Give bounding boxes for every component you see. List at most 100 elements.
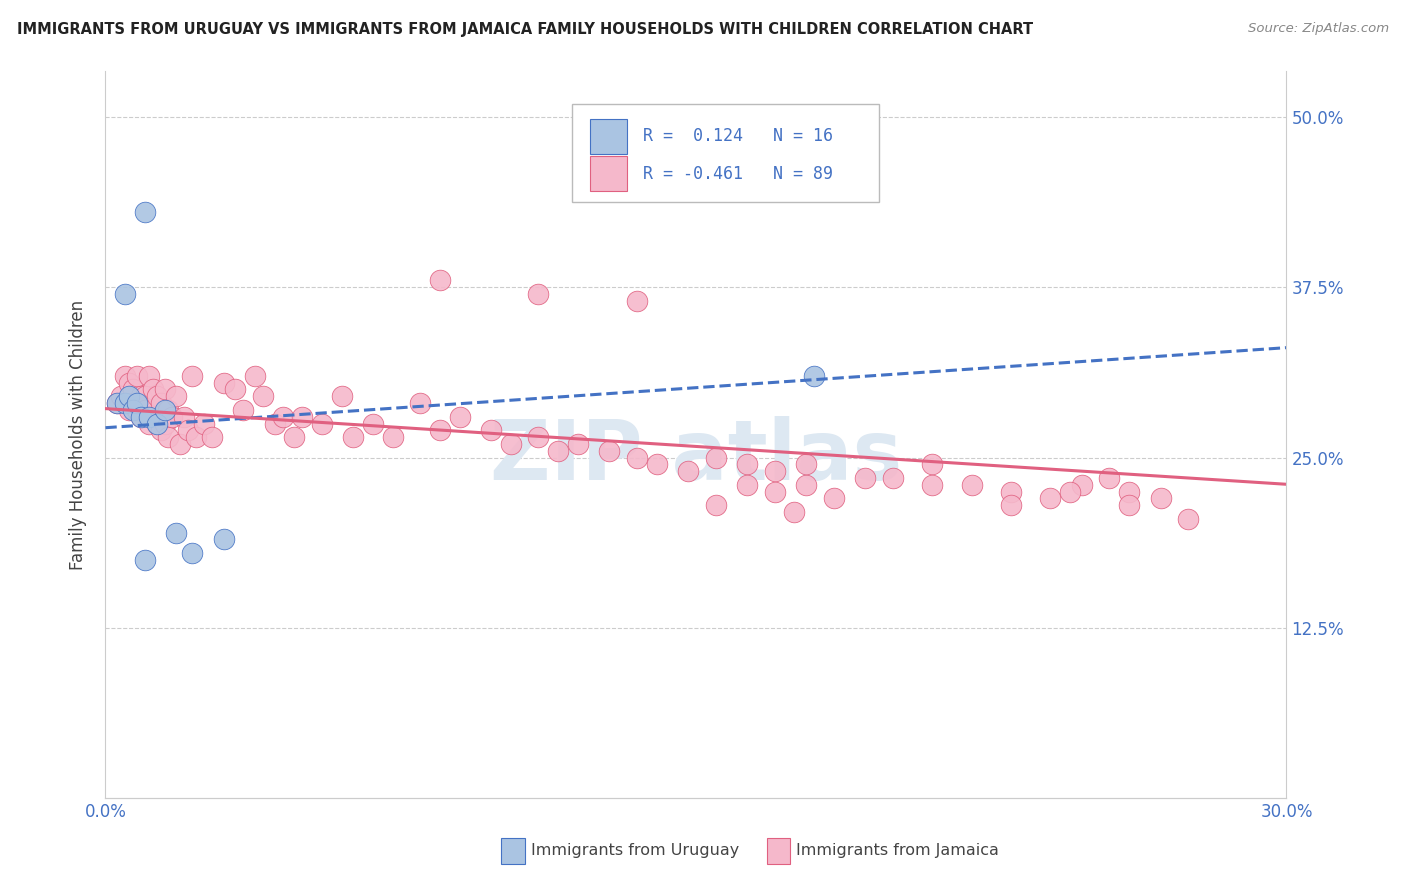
Point [291, 409, 314, 424]
Point [803, 368, 825, 383]
Point [1098, 471, 1121, 485]
FancyBboxPatch shape [589, 119, 627, 153]
Point [165, 525, 187, 540]
Point [134, 389, 156, 403]
Point [330, 389, 353, 403]
Point [153, 383, 176, 397]
Text: ZIP atlas: ZIP atlas [489, 417, 903, 497]
Point [142, 383, 165, 397]
Point [165, 389, 187, 403]
Point [704, 498, 727, 512]
Point [921, 478, 943, 492]
Text: Immigrants from Uruguay: Immigrants from Uruguay [530, 843, 740, 858]
Point [181, 546, 204, 560]
Point [129, 389, 152, 403]
Point [125, 368, 148, 383]
Point [547, 443, 569, 458]
Point [794, 478, 817, 492]
Point [153, 403, 176, 417]
Point [142, 409, 165, 424]
Point [114, 396, 136, 410]
Point [960, 478, 983, 492]
Point [1149, 491, 1171, 506]
Point [921, 458, 943, 472]
Point [1118, 484, 1140, 499]
Point [763, 464, 786, 478]
Point [232, 403, 254, 417]
Point [409, 396, 432, 410]
Point [177, 423, 200, 437]
Point [224, 383, 246, 397]
Point [735, 478, 758, 492]
Point [212, 533, 235, 547]
Point [145, 389, 167, 403]
Point [853, 471, 876, 485]
Point [645, 458, 668, 472]
Point [311, 417, 333, 431]
FancyBboxPatch shape [589, 156, 627, 191]
Y-axis label: Family Households with Children: Family Households with Children [69, 300, 87, 570]
Point [243, 368, 266, 383]
Point [153, 417, 176, 431]
Point [169, 437, 191, 451]
Point [105, 396, 128, 410]
FancyBboxPatch shape [572, 104, 879, 202]
Text: IMMIGRANTS FROM URUGUAY VS IMMIGRANTS FROM JAMAICA FAMILY HOUSEHOLDS WITH CHILDR: IMMIGRANTS FROM URUGUAY VS IMMIGRANTS FR… [17, 22, 1033, 37]
Point [193, 417, 215, 431]
FancyBboxPatch shape [501, 838, 524, 863]
Point [1039, 491, 1062, 506]
Point [763, 484, 786, 499]
Point [122, 396, 145, 410]
Point [122, 383, 145, 397]
Point [138, 409, 160, 424]
Point [122, 403, 145, 417]
Point [145, 417, 167, 431]
Point [134, 205, 156, 219]
Point [479, 423, 502, 437]
Point [125, 396, 148, 410]
Point [114, 368, 136, 383]
Point [118, 376, 141, 390]
Point [567, 437, 589, 451]
Text: R = -0.461   N = 89: R = -0.461 N = 89 [643, 165, 832, 183]
Point [499, 437, 522, 451]
Point [129, 409, 152, 424]
Point [704, 450, 727, 465]
Point [429, 273, 451, 287]
Point [676, 464, 699, 478]
Point [252, 389, 274, 403]
Point [794, 458, 817, 472]
Text: Source: ZipAtlas.com: Source: ZipAtlas.com [1249, 22, 1389, 36]
Point [598, 443, 620, 458]
Point [212, 376, 235, 390]
Point [735, 458, 758, 472]
Point [783, 505, 806, 519]
Point [145, 417, 167, 431]
Text: R =  0.124   N = 16: R = 0.124 N = 16 [643, 127, 832, 145]
Point [626, 450, 648, 465]
Point [271, 409, 294, 424]
Point [105, 396, 128, 410]
Point [626, 293, 648, 308]
Point [184, 430, 207, 444]
Point [118, 389, 141, 403]
Point [1000, 498, 1022, 512]
Point [149, 396, 172, 410]
Point [449, 409, 471, 424]
Point [527, 430, 550, 444]
Point [342, 430, 364, 444]
Point [1070, 478, 1092, 492]
Point [157, 403, 180, 417]
Point [118, 403, 141, 417]
Point [114, 396, 136, 410]
Point [283, 430, 305, 444]
Point [527, 287, 550, 301]
Point [823, 491, 845, 506]
Point [114, 287, 136, 301]
Point [429, 423, 451, 437]
Text: Immigrants from Jamaica: Immigrants from Jamaica [796, 843, 1000, 858]
Point [263, 417, 285, 431]
Point [381, 430, 404, 444]
Point [138, 368, 160, 383]
Point [138, 417, 160, 431]
